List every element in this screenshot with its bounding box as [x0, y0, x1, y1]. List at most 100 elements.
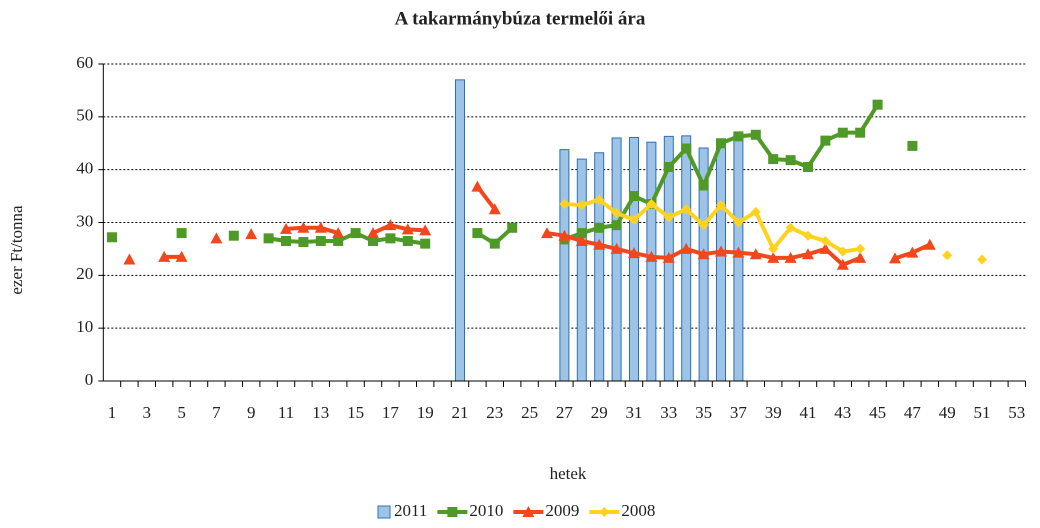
x-tick-label: 49 [939, 403, 956, 422]
point [681, 143, 692, 154]
chart-title: A takarmánybúza termelői ára [395, 8, 646, 29]
x-tick-label: 41 [800, 403, 817, 422]
y-tick-label: 50 [76, 106, 93, 125]
bar [681, 135, 692, 382]
point [629, 191, 639, 202]
point [401, 223, 414, 235]
point [716, 138, 726, 149]
point [732, 246, 745, 258]
x-tick-label: 39 [765, 403, 782, 422]
y-tick-label: 60 [76, 53, 93, 72]
point [681, 204, 692, 215]
point [245, 228, 258, 240]
y-axis-label: ezer Ft/tonna [7, 205, 26, 295]
point [628, 247, 640, 259]
legend-label: 2008 [621, 501, 655, 520]
point [785, 155, 796, 166]
x-tick-label: 19 [417, 403, 434, 422]
point [889, 252, 901, 264]
bar [733, 134, 744, 382]
x-tick-label: 47 [904, 403, 922, 422]
point [837, 127, 848, 138]
x-tick-label: 45 [869, 403, 886, 422]
x-tick-label: 27 [556, 403, 574, 422]
point [575, 234, 588, 246]
point [663, 212, 674, 223]
y-tick-label: 10 [76, 317, 93, 336]
point [629, 214, 639, 225]
point [784, 251, 797, 263]
point [594, 194, 605, 205]
bar [594, 152, 605, 382]
point [558, 229, 571, 241]
point [611, 220, 622, 231]
point [697, 248, 710, 260]
x-tick-label: 25 [521, 403, 538, 422]
point [419, 224, 432, 236]
point [384, 219, 397, 231]
point [854, 251, 867, 263]
point [472, 228, 483, 239]
point [803, 230, 813, 241]
point [610, 242, 623, 254]
point [368, 235, 378, 246]
point [175, 250, 188, 262]
legend-label: 2011 [394, 501, 427, 520]
y-tick-label: 40 [76, 159, 93, 178]
legend-marker [447, 507, 458, 517]
point [158, 250, 171, 262]
point [663, 162, 674, 173]
point [680, 242, 693, 254]
legend-swatch [377, 505, 391, 519]
legend-marker [599, 507, 610, 517]
point [176, 228, 187, 239]
bar [629, 136, 639, 382]
point [489, 238, 500, 249]
bar [611, 137, 622, 382]
x-tick-label: 51 [974, 403, 991, 422]
point [768, 154, 779, 165]
x-tick-label: 15 [347, 403, 364, 422]
point [836, 258, 849, 270]
point [281, 235, 291, 246]
point [750, 206, 761, 217]
point [594, 222, 605, 233]
point [541, 227, 553, 239]
point [315, 235, 326, 246]
x-tick-label: 5 [177, 403, 186, 422]
x-tick-label: 43 [834, 403, 851, 422]
bar [455, 79, 465, 382]
x-tick-label: 37 [730, 403, 748, 422]
point [332, 227, 345, 239]
point [803, 162, 813, 173]
point [906, 246, 919, 258]
bar [559, 149, 570, 382]
point [280, 222, 292, 234]
y-tick-label: 20 [76, 264, 93, 283]
point [367, 227, 379, 239]
point [802, 248, 814, 260]
point [942, 250, 953, 261]
point [977, 254, 987, 265]
point [350, 228, 361, 239]
point [593, 238, 606, 250]
point [855, 243, 866, 254]
x-tick-label: 13 [312, 403, 329, 422]
point [698, 220, 709, 231]
point [662, 251, 675, 263]
bar [716, 142, 726, 382]
legend-label: 2010 [469, 501, 503, 520]
x-tick-label: 23 [486, 403, 503, 422]
point [733, 217, 744, 228]
point [907, 140, 918, 151]
point [123, 253, 136, 265]
x-tick-label: 17 [382, 403, 400, 422]
bar [576, 158, 587, 382]
point [385, 233, 396, 244]
point [507, 222, 518, 233]
point [576, 228, 587, 239]
point [820, 235, 831, 246]
y-tick-label: 30 [76, 211, 93, 230]
x-tick-label: 53 [1008, 403, 1025, 422]
point [768, 243, 779, 254]
